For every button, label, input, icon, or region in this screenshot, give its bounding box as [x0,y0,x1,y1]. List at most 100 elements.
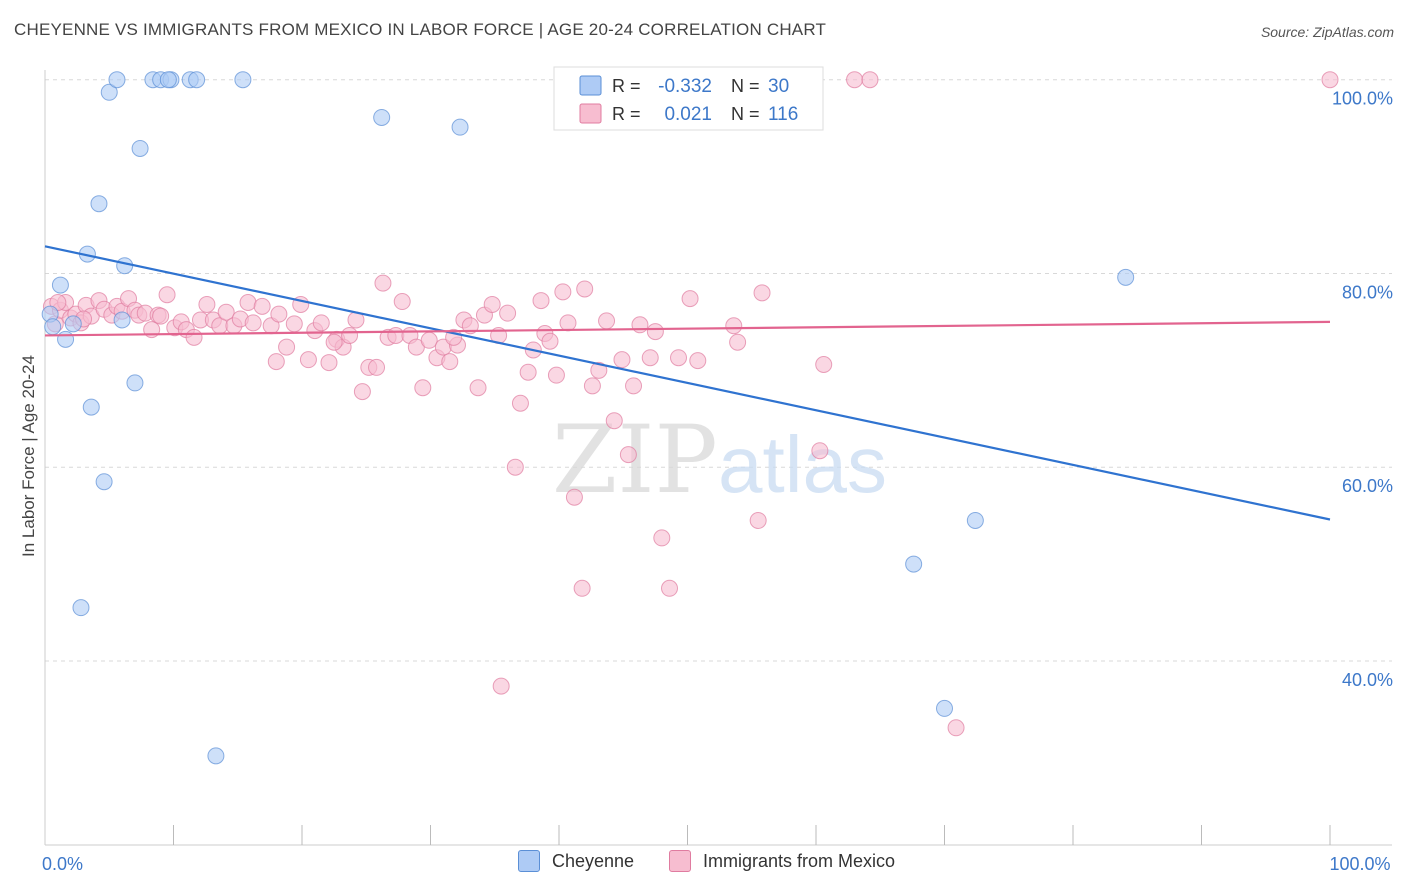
legend-n-label-cheyenne: N = [731,76,760,96]
point-mexico-95 [681,290,699,308]
point-cheyenne-12 [116,257,134,275]
point-mexico-89 [625,377,643,395]
trend-line-mexico [44,320,1331,337]
tick-labels: 100.0% 80.0% 60.0% 40.0% 0.0% 100.0% [42,89,1393,874]
point-mexico-70 [506,458,524,476]
point-mexico-114 [646,323,664,341]
point-cheyenne-23 [451,118,469,136]
y-axis-label: In Labor Force | Age 20-24 [19,355,38,557]
legend-r-value-mexico: 0.021 [664,104,712,125]
watermark: ZIP atlas [552,406,887,515]
y-tick-label-3: 40.0% [1342,670,1393,690]
watermark-atlas: atlas [718,420,887,509]
point-mexico-71 [511,394,529,412]
point-mexico-32 [239,294,257,311]
point-mexico-107 [492,677,510,695]
point-mexico-80 [565,488,583,506]
point-mexico-29 [217,303,235,321]
point-cheyenne-29 [159,71,177,89]
point-mexico-61 [441,353,459,371]
y-tick-label-1: 80.0% [1342,282,1393,302]
point-mexico-74 [532,292,550,310]
point-mexico-91 [641,349,659,367]
point-cheyenne-25 [905,555,923,573]
point-mexico-76 [541,332,559,350]
point-mexico-33 [244,314,262,332]
point-mexico-81 [573,579,591,597]
point-mexico-97 [725,317,743,335]
grid-layer [45,79,1392,662]
point-mexico-46 [341,326,359,344]
point-mexico-24 [185,328,203,346]
legend-label-cheyenne: Cheyenne [552,850,635,871]
point-mexico-88 [619,446,637,464]
x-tick-label-0: 0.0% [42,854,83,874]
legend-item-mexico: Immigrants from Mexico [669,850,895,872]
legend-r-label-mexico: R = [612,104,641,124]
point-mexico-69 [499,304,517,322]
point-mexico-77 [547,366,565,384]
legend-n-label-mexico: N = [731,104,760,124]
point-mexico-65 [469,379,487,397]
point-mexico-84 [590,361,608,379]
point-mexico-26 [198,295,216,313]
point-mexico-58 [420,331,438,349]
point-mexico-101 [811,442,829,460]
point-mexico-40 [299,351,317,369]
point-mexico-110 [152,307,170,325]
point-cheyenne-7 [90,195,108,213]
point-mexico-96 [689,352,707,370]
axes-layer [44,70,1392,846]
point-mexico-53 [387,326,405,344]
point-cheyenne-6 [82,398,100,416]
point-cheyenne-26 [966,511,984,529]
point-mexico-103 [846,71,864,89]
point-mexico-72 [519,363,537,381]
point-cheyenne-9 [100,83,118,101]
y-tick-label-0: 100.0% [1332,89,1393,109]
point-mexico-87 [613,351,631,369]
legend-n-value-mexico: 116 [768,104,798,125]
point-mexico-78 [554,283,572,301]
legend-top: R = -0.332 N = 30 R = 0.021 N = 116 [553,66,824,131]
point-cheyenne-10 [108,71,126,89]
legend-item-cheyenne: Cheyenne [518,850,634,872]
trend-line-cheyenne [44,245,1331,521]
point-mexico-20 [158,286,176,304]
point-cheyenne-27 [1117,268,1135,286]
point-mexico-83 [583,377,601,395]
trend-lines [44,245,1331,521]
point-mexico-57 [414,379,432,397]
point-mexico-105 [947,719,965,737]
point-mexico-54 [393,293,411,311]
point-mexico-37 [278,338,296,356]
point-mexico-64 [461,317,479,335]
point-mexico-34 [253,297,271,315]
point-mexico-38 [285,315,303,333]
point-cheyenne-4 [64,315,82,333]
point-cheyenne-2 [51,276,69,294]
legend-swatch-mexico [579,103,602,124]
point-cheyenne-5 [72,599,90,617]
legend-swatch-cheyenne [579,75,602,96]
legend-label-mexico: Immigrants from Mexico [703,850,896,871]
point-mexico-112 [325,333,343,351]
point-mexico-92 [653,529,671,547]
point-mexico-102 [815,356,833,373]
point-mexico-79 [559,314,577,332]
y-tick-label-2: 60.0% [1342,476,1393,496]
point-cheyenne-28 [936,699,953,717]
point-mexico-94 [670,349,688,367]
point-mexico-67 [483,295,501,313]
point-mexico-51 [374,274,392,292]
point-mexico-104 [861,71,879,89]
legend-r-value-cheyenne: -0.332 [658,76,712,97]
chart-title: CHEYENNE VS IMMIGRANTS FROM MEXICO IN LA… [14,20,827,39]
point-mexico-50 [368,358,386,376]
point-mexico-90 [631,316,649,334]
x-tick-label-1: 100.0% [1329,854,1390,874]
point-mexico-93 [661,579,679,597]
point-cheyenne-13 [126,374,144,392]
legend-swatch-mexico-bottom [669,850,691,872]
point-cheyenne-20 [207,747,225,765]
